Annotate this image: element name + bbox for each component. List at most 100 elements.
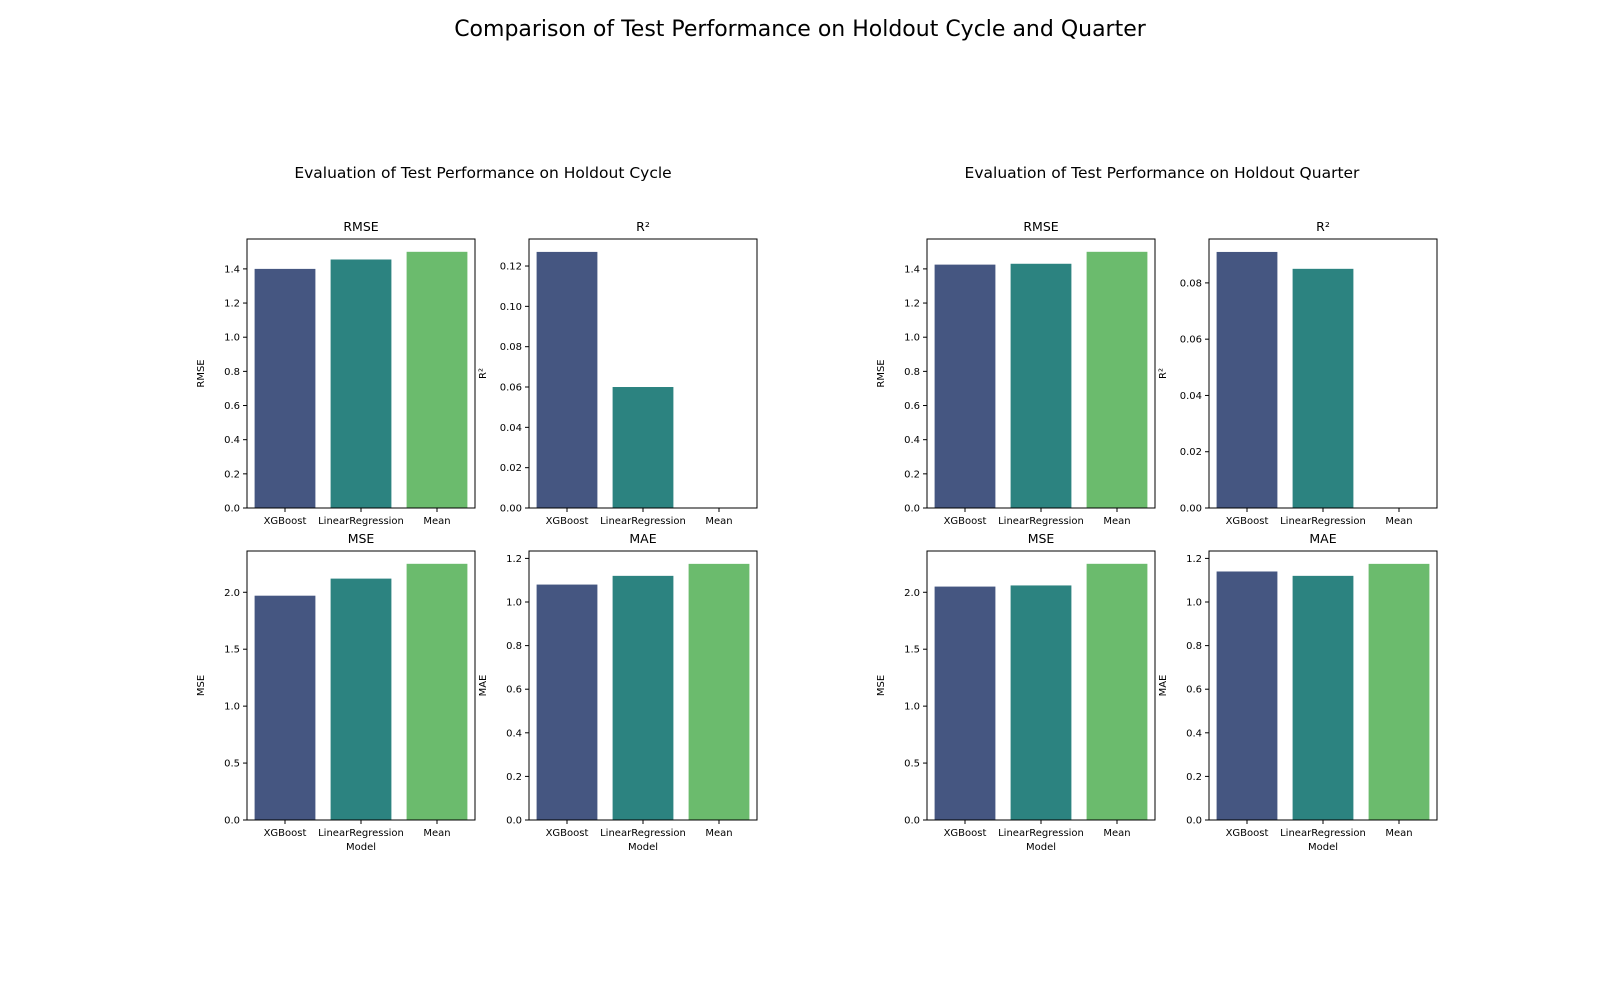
xtick-label: XGBoost xyxy=(546,828,589,839)
xtick-label: XGBoost xyxy=(1226,516,1269,527)
xtick-label: LinearRegression xyxy=(1280,516,1366,527)
ytick-label: 0.8 xyxy=(1186,641,1202,652)
ylabel-quarter-mae: MAE xyxy=(1158,675,1169,697)
panel-title-cycle-mae: MAE xyxy=(629,531,656,546)
xtick-label: XGBoost xyxy=(264,828,307,839)
ytick-label: 0.8 xyxy=(904,367,920,378)
ylabel-quarter-mse: MSE xyxy=(876,675,887,696)
xlabel-quarter-mae: Model xyxy=(1308,842,1338,853)
ytick-label: 0.2 xyxy=(506,772,522,783)
bar-cycle-r2-xgboost xyxy=(536,251,598,508)
ytick-label: 1.0 xyxy=(904,702,920,713)
figure-suptitle: Comparison of Test Performance on Holdou… xyxy=(454,17,1147,42)
panel-quarter-mse: MSE 0.0 0.5 1.0 1.5 2.0 XGBoost LinearRegressio… xyxy=(876,531,1156,853)
ylabel-cycle-rmse: RMSE xyxy=(196,359,207,387)
ytick-label: 0.8 xyxy=(224,367,240,378)
xtick-label: XGBoost xyxy=(944,828,987,839)
ytick-label: 0.6 xyxy=(904,401,920,412)
bar-cycle-mse-linearregression xyxy=(330,578,392,820)
ytick-label: 1.2 xyxy=(904,299,920,310)
ytick-label: 0.06 xyxy=(1180,335,1202,346)
xlabel-cycle-mse: Model xyxy=(346,842,376,853)
ylabel-cycle-mse: MSE xyxy=(196,675,207,696)
xtick-label: LinearRegression xyxy=(998,516,1084,527)
ytick-label: 0.6 xyxy=(506,685,522,696)
bar-cycle-mae-xgboost xyxy=(536,584,598,820)
ylabel-cycle-r2: R² xyxy=(478,368,489,379)
ytick-label: 0.4 xyxy=(224,435,240,446)
xtick-label: Mean xyxy=(705,828,732,839)
ytick-label: 0.6 xyxy=(1186,685,1202,696)
bar-quarter-r2-linearregression xyxy=(1292,268,1354,508)
ytick-label: 0.0 xyxy=(1186,816,1202,827)
ytick-label: 1.2 xyxy=(224,299,240,310)
ytick-label: 0.4 xyxy=(506,728,522,739)
xtick-label: LinearRegression xyxy=(600,828,686,839)
panel-title-cycle-rmse: RMSE xyxy=(343,219,378,234)
group-title-cycle: Evaluation of Test Performance on Holdou… xyxy=(294,164,671,182)
panel-title-quarter-rmse: RMSE xyxy=(1023,219,1058,234)
xtick-label: Mean xyxy=(1385,516,1412,527)
ytick-label: 0.2 xyxy=(1186,772,1202,783)
ytick-label: 1.0 xyxy=(224,333,240,344)
bar-cycle-mse-xgboost xyxy=(254,595,316,820)
ytick-label: 2.0 xyxy=(224,588,240,599)
ytick-label: 0.6 xyxy=(224,401,240,412)
ylabel-quarter-r2: R² xyxy=(1158,368,1169,379)
bar-quarter-rmse-linearregression xyxy=(1010,263,1072,508)
panel-title-quarter-mae: MAE xyxy=(1309,531,1336,546)
ytick-label: 0.2 xyxy=(224,469,240,480)
xtick-label: XGBoost xyxy=(1226,828,1269,839)
ytick-label: 0.4 xyxy=(904,435,920,446)
xtick-label: Mean xyxy=(1103,828,1130,839)
xtick-label: Mean xyxy=(423,516,450,527)
ytick-label: 1.0 xyxy=(224,702,240,713)
bar-cycle-mae-linearregression xyxy=(612,575,674,820)
bar-quarter-mse-xgboost xyxy=(934,586,996,820)
xtick-label: Mean xyxy=(423,828,450,839)
bar-quarter-r2-xgboost xyxy=(1216,251,1278,508)
bar-quarter-mae-mean xyxy=(1368,563,1430,820)
ytick-label: 0.06 xyxy=(500,383,522,394)
xtick-label: XGBoost xyxy=(546,516,589,527)
ytick-label: 0.12 xyxy=(500,262,522,273)
ytick-label: 1.0 xyxy=(506,598,522,609)
xtick-label: LinearRegression xyxy=(998,828,1084,839)
ylabel-quarter-rmse: RMSE xyxy=(876,359,887,387)
xtick-label: LinearRegression xyxy=(318,828,404,839)
panel-cycle-mse: MSE 0.0 0.5 1.0 1.5 2.0 XGBoost LinearRegressio… xyxy=(196,531,476,853)
xtick-label: LinearRegression xyxy=(600,516,686,527)
bar-quarter-mse-linearregression xyxy=(1010,585,1072,820)
ytick-label: 0.0 xyxy=(506,816,522,827)
bar-quarter-mae-linearregression xyxy=(1292,575,1354,820)
bar-quarter-rmse-xgboost xyxy=(934,264,996,508)
bar-cycle-rmse-linearregression xyxy=(330,259,392,508)
bar-cycle-mse-mean xyxy=(406,563,468,820)
panel-title-quarter-r2: R² xyxy=(1316,219,1330,234)
xtick-label: Mean xyxy=(705,516,732,527)
xtick-label: XGBoost xyxy=(264,516,307,527)
xlabel-quarter-mse: Model xyxy=(1026,842,1056,853)
ytick-label: 1.0 xyxy=(1186,598,1202,609)
ytick-label: 0.8 xyxy=(506,641,522,652)
ytick-label: 0.0 xyxy=(224,816,240,827)
panel-title-quarter-mse: MSE xyxy=(1028,531,1055,546)
panel-quarter-r2: R² 0.00 0.02 0.04 0.06 0.08 XGBoost LinearRegre… xyxy=(1158,219,1438,527)
panel-title-cycle-mse: MSE xyxy=(348,531,375,546)
ytick-label: 1.2 xyxy=(1186,554,1202,565)
ytick-label: 0.10 xyxy=(500,302,522,313)
ytick-label: 0.00 xyxy=(500,504,522,515)
xtick-label: LinearRegression xyxy=(1280,828,1366,839)
bar-quarter-rmse-mean xyxy=(1086,251,1148,509)
ytick-label: 0.04 xyxy=(1180,391,1202,402)
ytick-label: 0.00 xyxy=(1180,504,1202,515)
panel-quarter-rmse: RMSE 0.0 0.2 0.4 0.6 0.8 1.0 1.2 1.4 XGBoost Linea… xyxy=(876,219,1156,527)
ytick-label: 1.5 xyxy=(904,645,920,656)
bar-cycle-mae-mean xyxy=(688,563,750,820)
xtick-label: LinearRegression xyxy=(318,516,404,527)
ytick-label: 0.0 xyxy=(904,816,920,827)
bar-cycle-rmse-xgboost xyxy=(254,268,316,508)
ytick-label: 0.5 xyxy=(224,759,240,770)
ytick-label: 1.4 xyxy=(904,264,920,275)
